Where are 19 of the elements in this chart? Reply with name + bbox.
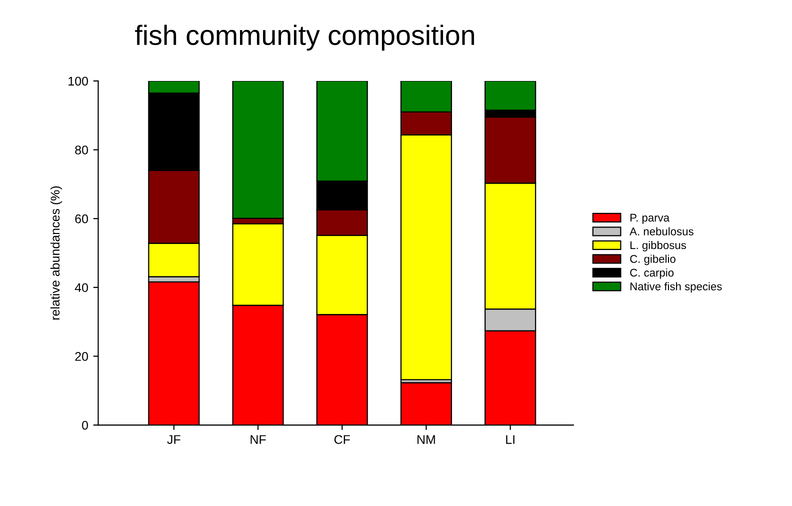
y-axis-title: relative abundances (%) (50, 186, 62, 320)
y-tick-label: 60 (75, 214, 88, 224)
legend-label: A. nebulosus (630, 227, 694, 236)
chart-title: fish community composition (135, 24, 474, 51)
y-tick-label: 40 (74, 283, 88, 292)
y-tick-label: 0 (82, 420, 88, 430)
x-tick-label: LI (506, 435, 514, 444)
x-tick-label: NM (418, 435, 435, 444)
y-tick-label: 20 (75, 352, 88, 361)
legend-label: L. gibbosus (630, 240, 686, 252)
legend-label: C. carpio (630, 268, 674, 279)
legend-label: C. gibelio (630, 254, 676, 266)
x-tick-label: CF (334, 435, 350, 444)
y-tick-label: 100 (68, 76, 88, 86)
x-tick-label: NF (250, 435, 266, 444)
legend-label: Native fish species (630, 282, 722, 293)
y-tick-label: 80 (75, 146, 88, 154)
legend-label: P. parva (630, 214, 670, 224)
x-tick-label: JF (167, 435, 180, 444)
